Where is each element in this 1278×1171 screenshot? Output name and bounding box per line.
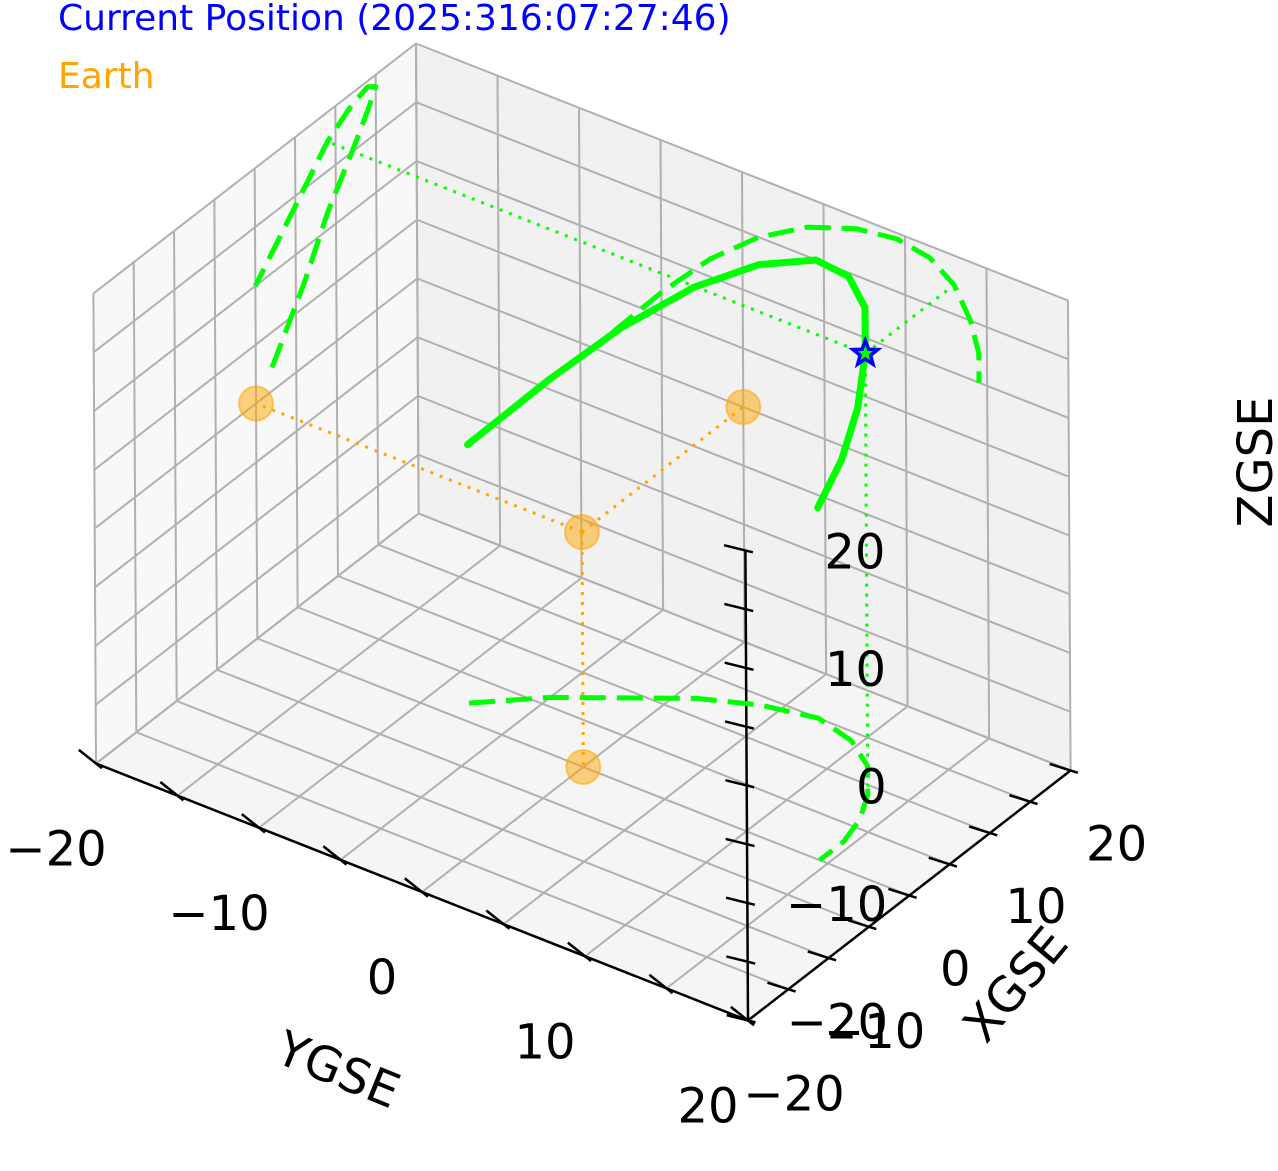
x-tick-label: 20: [1086, 817, 1147, 873]
z-tick-label: 20: [824, 525, 885, 581]
z-tick-label: −10: [786, 877, 887, 933]
grid-line-floor-y: [258, 576, 583, 829]
grid-line-left-z: [94, 336, 419, 589]
grid-line-floor-y: [502, 673, 827, 925]
orbit-projection-yz: [611, 224, 982, 383]
orbit-line: [464, 256, 869, 512]
x-tick: [928, 856, 958, 868]
y-tick-label: −20: [5, 822, 106, 878]
data-marks: [238, 84, 982, 863]
grid-line-right-z: [417, 453, 1071, 713]
z-tick: [725, 779, 755, 789]
z-tick: [725, 896, 756, 907]
z-tick: [724, 602, 754, 613]
x-tick-label: −20: [743, 1067, 844, 1123]
y-tick-label: −10: [168, 886, 269, 942]
grid-line-left-z: [95, 453, 419, 706]
grid-line-floor-y: [176, 544, 501, 797]
current-dropline-floor: [863, 353, 870, 795]
x-tick: [1049, 762, 1079, 775]
grid-line-right-z: [418, 512, 1071, 772]
x-tick: [847, 918, 877, 931]
earth-dropline-xz: [255, 402, 583, 534]
z-tick-label: −20: [787, 995, 888, 1051]
x-tick: [968, 825, 998, 837]
y-tick-label: 20: [677, 1079, 738, 1135]
legend-earth: Earth: [58, 56, 155, 97]
z-tick-label: 0: [856, 760, 887, 816]
z-tick: [723, 544, 754, 554]
axis-lines: [78, 544, 1079, 1027]
grid-line-right-z: [415, 42, 1069, 302]
x-tick: [767, 981, 797, 993]
grid-line-right-z: [417, 336, 1070, 596]
grid-line-left-z: [95, 512, 420, 765]
z-tick-label: 10: [825, 642, 886, 698]
legend-current-position: Current Position (2025:316:07:27:46): [58, 0, 731, 39]
grid-line-left-z: [94, 395, 419, 647]
y-tick: [241, 813, 266, 834]
earth-marker: [564, 514, 600, 550]
grid-line-right-z: [416, 160, 1070, 419]
current-dropline-xz: [326, 140, 866, 356]
z-tick: [725, 837, 755, 848]
x-tick: [1008, 793, 1038, 806]
current-position-marker: [848, 335, 883, 369]
y-tick: [159, 781, 185, 802]
earth-dropline-yz: [581, 405, 745, 534]
orbit-projection-xz: [253, 84, 379, 369]
grid-line-left-z: [93, 101, 417, 354]
y-tick: [78, 748, 103, 770]
x-tick-label: −10: [824, 1004, 925, 1060]
projection-lines: [255, 140, 955, 795]
grid-line-right-z: [415, 101, 1069, 361]
orbit-projection-floor: [468, 694, 871, 863]
z-tick: [726, 1014, 756, 1024]
y-tick-label: 0: [367, 950, 398, 1006]
y-tick-label: 10: [514, 1014, 575, 1070]
grid-line-floor-y: [339, 609, 664, 861]
x-tick: [888, 887, 917, 900]
x-tick-label: 0: [940, 942, 971, 998]
grid-line-right-z: [416, 218, 1070, 478]
grid-line-right-z: [417, 395, 1071, 654]
x-axis-label: XGSE: [952, 917, 1079, 1053]
y-tick: [485, 909, 511, 930]
z-axis-label: ZGSE: [1228, 397, 1278, 528]
y-tick: [322, 845, 348, 866]
grid-line-left-z: [92, 42, 417, 295]
z-tick: [724, 720, 755, 730]
y-tick: [404, 877, 429, 898]
earth-marker-yz: [725, 389, 762, 425]
x-tick-label: 10: [1005, 879, 1066, 935]
z-tick: [724, 661, 754, 672]
earth-marker-floor: [565, 749, 602, 785]
earth-marker-xz: [238, 385, 274, 422]
z-tick: [726, 955, 756, 965]
grid-line-left-z: [93, 218, 418, 471]
y-tick: [567, 941, 592, 963]
x-tick: [807, 950, 837, 962]
y-tick: [648, 973, 674, 995]
y-axis-label: YGSE: [268, 1020, 408, 1120]
grid-line-floor-y: [665, 737, 990, 990]
